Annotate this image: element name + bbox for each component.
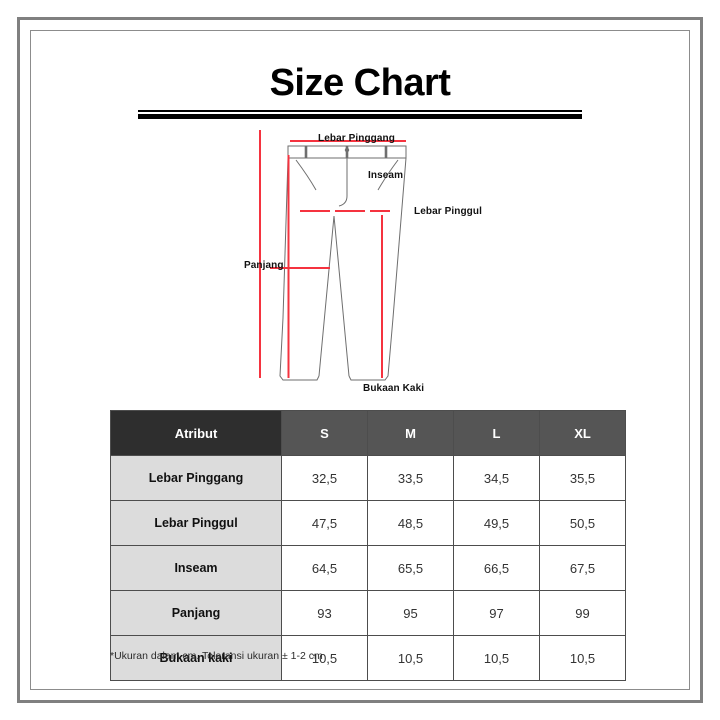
header-attribute: Atribut — [110, 410, 282, 456]
title-divider — [138, 110, 582, 119]
cell-value-m: 65,5 — [367, 545, 454, 591]
cell-value-l: 66,5 — [453, 545, 540, 591]
table-row: Bukaan kaki 10,5 10,5 10,5 10,5 — [110, 635, 626, 681]
pants-illustration-svg — [259, 130, 407, 381]
table-row: Inseam 64,5 65,5 66,5 67,5 — [110, 545, 626, 591]
cell-value-l: 10,5 — [453, 635, 540, 681]
cell-attribute: Bukaan kaki — [110, 635, 282, 681]
cell-value-l: 49,5 — [453, 500, 540, 546]
trouser-outline — [279, 157, 407, 381]
cell-value-m: 95 — [367, 590, 454, 636]
header-size-xl: XL — [539, 410, 626, 456]
label-hip: Lebar Pinggul — [414, 206, 482, 217]
divider-gap — [138, 111, 582, 114]
table-row: Lebar Pinggul 47,5 48,5 49,5 50,5 — [110, 500, 626, 546]
label-length: Panjang — [244, 260, 284, 271]
cell-value-m: 10,5 — [367, 635, 454, 681]
table-head: Atribut S M L XL — [110, 410, 626, 456]
measurement-lines — [259, 130, 406, 378]
cell-value-s: 47,5 — [281, 500, 368, 546]
waist-button — [344, 147, 350, 153]
cell-value-xl: 99 — [539, 590, 626, 636]
cell-value-s: 93 — [281, 590, 368, 636]
header-size-s: S — [281, 410, 368, 456]
cell-value-l: 34,5 — [453, 455, 540, 501]
cell-value-xl: 50,5 — [539, 500, 626, 546]
table-row: Panjang 93 95 97 99 — [110, 590, 626, 636]
header-size-m: M — [367, 410, 454, 456]
cell-value-s: 10,5 — [281, 635, 368, 681]
label-waist: Lebar Pinggang — [318, 133, 395, 144]
cell-attribute: Lebar Pinggul — [110, 500, 282, 546]
cell-value-l: 97 — [453, 590, 540, 636]
decorative-frame-inner — [30, 30, 690, 690]
cell-value-s: 64,5 — [281, 545, 368, 591]
cell-value-s: 32,5 — [281, 455, 368, 501]
cell-value-xl: 35,5 — [539, 455, 626, 501]
cell-value-xl: 67,5 — [539, 545, 626, 591]
cell-attribute: Lebar Pinggang — [110, 455, 282, 501]
table-header-row: Atribut S M L XL — [110, 410, 626, 456]
header-size-l: L — [453, 410, 540, 456]
table-row: Lebar Pinggang 32,5 33,5 34,5 35,5 — [110, 455, 626, 501]
waistband-group — [287, 145, 407, 159]
decorative-frame-outer — [17, 17, 703, 703]
pants-diagram — [230, 128, 530, 403]
cell-attribute: Inseam — [110, 545, 282, 591]
cell-value-m: 33,5 — [367, 455, 454, 501]
table-body: Lebar Pinggang 32,5 33,5 34,5 35,5 Lebar… — [110, 455, 626, 681]
cell-value-m: 48,5 — [367, 500, 454, 546]
cell-attribute: Panjang — [110, 590, 282, 636]
label-inseam: Inseam — [368, 170, 404, 181]
divider-line-thick — [138, 114, 582, 119]
size-table-wrapper: Atribut S M L XL Lebar Pinggang 32,5 33,… — [110, 410, 626, 681]
footnote-text: *Ukuran dalam cm. Toleransi ukuran ± 1-2… — [110, 650, 323, 662]
page-title: Size Chart — [269, 62, 451, 104]
divider-line-thin — [138, 110, 582, 112]
size-table: Atribut S M L XL Lebar Pinggang 32,5 33,… — [110, 410, 626, 681]
cell-value-xl: 10,5 — [539, 635, 626, 681]
label-leg-opening: Bukaan Kaki — [363, 383, 425, 394]
